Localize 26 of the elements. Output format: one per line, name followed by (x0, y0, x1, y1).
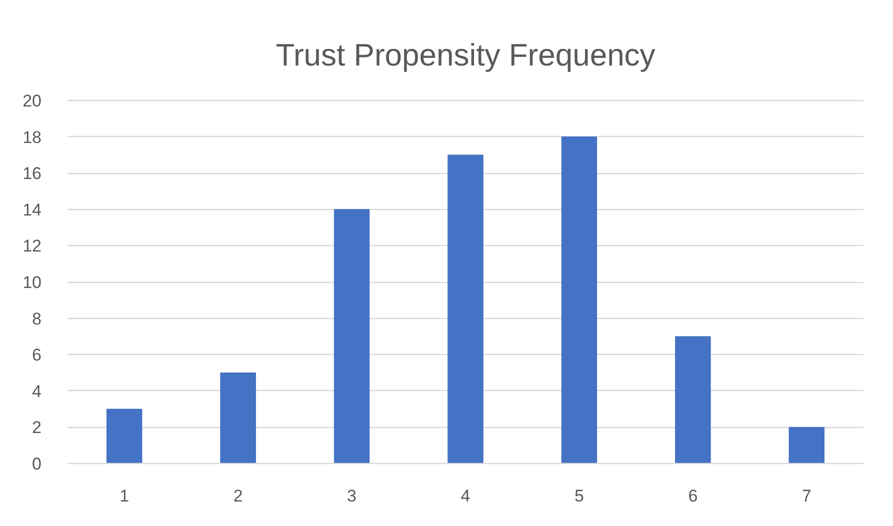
bar (788, 426, 825, 464)
x-tick-label: 2 (233, 486, 243, 506)
chart-title: Trust Propensity Frequency (276, 38, 656, 72)
x-tick-label: 3 (347, 486, 357, 506)
y-tick-label: 6 (32, 346, 42, 365)
y-tick-label: 16 (22, 164, 42, 184)
y-tick-label: 18 (22, 128, 42, 147)
bar (106, 408, 142, 464)
y-tick-label: 20 (22, 92, 42, 110)
y-tick-label: 0 (32, 454, 42, 474)
bar (561, 136, 598, 464)
x-tick-label: 7 (802, 486, 812, 506)
bar (675, 336, 711, 464)
y-tick-label: 2 (32, 418, 42, 438)
y-tick-label: 12 (22, 236, 42, 256)
x-tick-label: 1 (120, 486, 130, 506)
y-tick-label: 14 (22, 200, 42, 220)
x-tick-label: 4 (460, 486, 470, 506)
y-tick-label: 4 (32, 382, 42, 401)
y-tick-label: 10 (22, 273, 42, 292)
y-tick-label: 8 (32, 309, 42, 328)
x-tick-label: 5 (574, 486, 584, 506)
bar (334, 209, 370, 464)
x-tick-label: 6 (688, 486, 698, 506)
bar (448, 154, 484, 464)
bar (220, 372, 256, 464)
